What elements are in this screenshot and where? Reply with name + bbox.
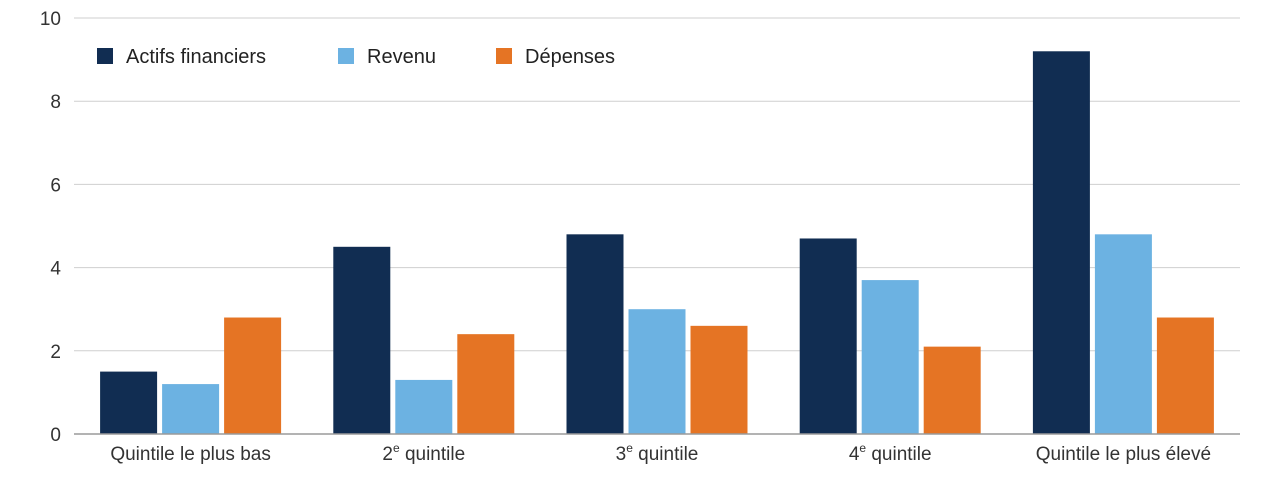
bar: [395, 379, 453, 434]
legend-label: Dépenses: [525, 46, 615, 68]
x-tick-label: Quintile le plus élevé: [1036, 444, 1211, 465]
y-tick-label: 10: [40, 9, 61, 30]
x-tick-label-sup: e: [859, 441, 866, 455]
legend-swatch: [496, 48, 512, 64]
x-tick-label: 2e quintile: [382, 441, 465, 465]
y-tick-label: 4: [50, 259, 61, 280]
x-tick-label-base: Quintile le plus élevé: [1036, 444, 1211, 465]
x-tick-label-rest: quintile: [866, 444, 932, 465]
bar: [690, 325, 748, 434]
bars: [100, 51, 1214, 434]
y-tick-label: 2: [50, 342, 61, 363]
y-tick-label: 6: [50, 175, 61, 196]
bar: [100, 371, 158, 434]
y-tick-label: 0: [50, 425, 61, 446]
x-tick-label-base: Quintile le plus bas: [110, 444, 271, 465]
x-axis: Quintile le plus bas 2e quintile 3e quinti…: [110, 441, 1211, 465]
legend-label: Revenu: [367, 46, 436, 68]
x-tick-label-sup: e: [393, 441, 400, 455]
bar: [333, 246, 391, 434]
bar: [1032, 51, 1090, 434]
bar: [923, 346, 981, 434]
x-tick-label-base: 3: [616, 444, 627, 465]
bar: [1094, 234, 1152, 434]
x-tick-label: 4e quintile: [849, 441, 932, 465]
bar: [799, 238, 857, 434]
legend-swatch: [338, 48, 354, 64]
x-tick-label-rest: quintile: [400, 444, 466, 465]
y-tick-label: 8: [50, 92, 61, 113]
bar: [457, 334, 515, 434]
legend-swatch: [97, 48, 113, 64]
bar: [162, 384, 220, 434]
x-tick-label-base: 2: [382, 444, 393, 465]
x-tick-label: Quintile le plus bas: [110, 444, 271, 465]
x-tick-label: 3e quintile: [616, 441, 699, 465]
legend-label: Actifs financiers: [126, 46, 266, 68]
bar: [566, 234, 624, 434]
x-tick-label-base: 4: [849, 444, 860, 465]
legend: Actifs financiers Revenu Dépenses: [97, 46, 615, 68]
bar: [1156, 317, 1214, 434]
bar: [861, 280, 919, 434]
x-tick-label-rest: quintile: [633, 444, 699, 465]
bar: [628, 309, 686, 434]
bar: [224, 317, 282, 434]
y-axis: 0 2 4 6 8 10: [40, 9, 62, 446]
x-tick-label-sup: e: [626, 441, 633, 455]
